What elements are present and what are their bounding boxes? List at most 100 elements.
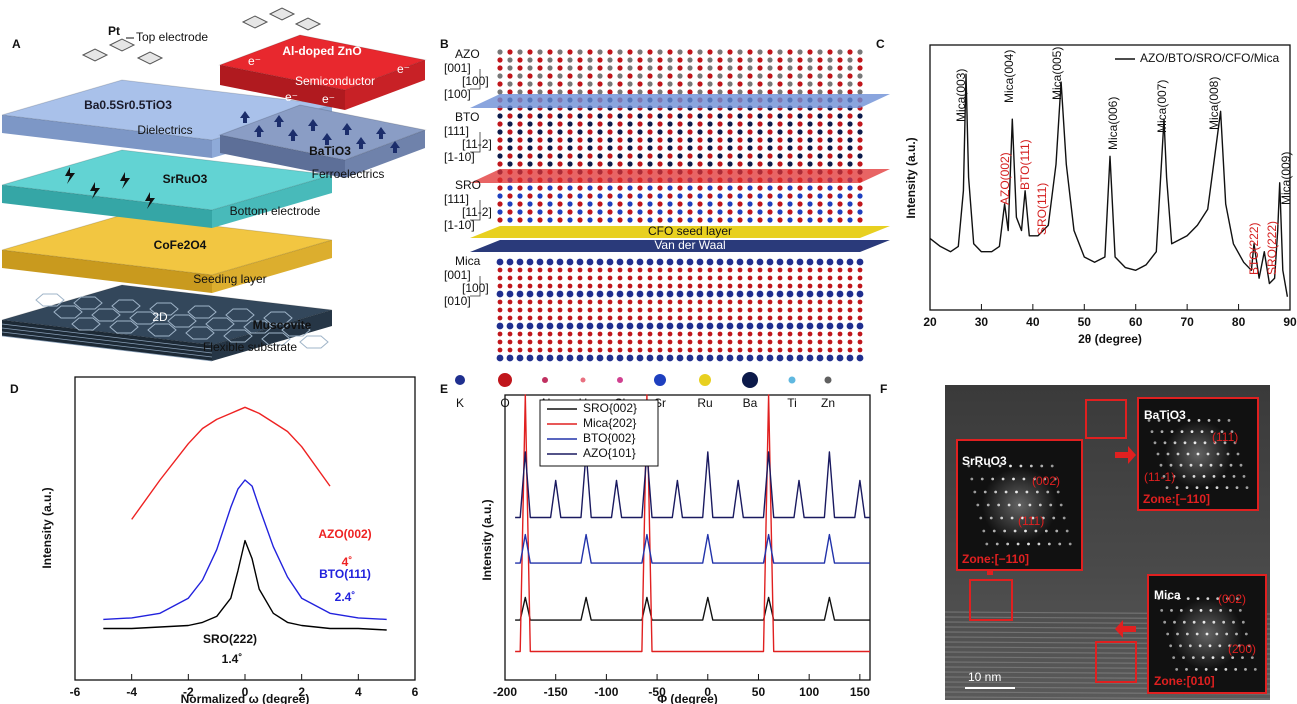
- atom: [657, 73, 663, 79]
- atom: [727, 307, 733, 313]
- atom: [847, 193, 853, 199]
- atom: [737, 331, 743, 337]
- atom: [757, 347, 763, 353]
- fft-spot: [1047, 542, 1051, 546]
- atom: [496, 290, 504, 298]
- atom: [637, 201, 643, 207]
- atom: [607, 81, 613, 87]
- atom: [807, 121, 813, 127]
- atom: [667, 339, 673, 345]
- atom: [547, 153, 553, 159]
- atom: [597, 193, 603, 199]
- fft-spot: [970, 477, 974, 481]
- atom: [727, 49, 733, 55]
- atom: [667, 347, 673, 353]
- fft-spot: [1159, 463, 1163, 467]
- atom: [667, 201, 673, 207]
- atom: [687, 65, 693, 71]
- atom: [787, 283, 793, 289]
- atom: [857, 153, 863, 159]
- atom: [747, 339, 753, 345]
- atom: [627, 307, 633, 313]
- hexagon: [223, 329, 253, 343]
- atom: [577, 129, 583, 135]
- atom: [617, 113, 623, 119]
- atom: [497, 307, 503, 313]
- atom: [687, 283, 693, 289]
- atom: [547, 267, 553, 273]
- atom: [537, 89, 543, 95]
- atom: [527, 201, 533, 207]
- atom: [757, 339, 763, 345]
- atom: [537, 283, 543, 289]
- atom: [707, 201, 713, 207]
- fft-spot: [1038, 503, 1042, 507]
- atom: [767, 217, 773, 223]
- atom: [697, 209, 703, 215]
- fft-spot: [1216, 597, 1220, 600]
- atom: [646, 290, 654, 298]
- fft-spot: [1244, 668, 1247, 671]
- atom: [557, 137, 563, 143]
- fft-spot: [1007, 503, 1011, 507]
- atom: [556, 322, 564, 330]
- layer-side: [212, 310, 332, 361]
- label: Ba0.5Sr0.5TiO3: [84, 98, 172, 112]
- atom: [597, 299, 603, 305]
- atom: [677, 347, 683, 353]
- plot-frame: [504, 394, 871, 681]
- atom: [757, 113, 763, 119]
- atom: [557, 65, 563, 71]
- atom: [527, 73, 533, 79]
- annotation: Mica(009): [1279, 152, 1293, 205]
- atom: [787, 331, 793, 337]
- atom: [777, 73, 783, 79]
- atom: [527, 57, 533, 63]
- label: Flexible substrate: [203, 340, 297, 354]
- atom: [527, 283, 533, 289]
- atom: [757, 283, 763, 289]
- atom: [777, 113, 783, 119]
- atom: [847, 49, 853, 55]
- atom: [657, 137, 663, 143]
- atom: [687, 193, 693, 199]
- atom: [717, 113, 723, 119]
- atom: [576, 354, 584, 362]
- atom: [807, 275, 813, 281]
- atom: [627, 129, 633, 135]
- atom: [687, 201, 693, 207]
- atom: [597, 113, 603, 119]
- atom: [507, 89, 513, 95]
- label: Zone:[−110]: [962, 552, 1029, 566]
- atom: [567, 299, 573, 305]
- fft-spot: [1177, 419, 1181, 422]
- atom: [707, 145, 713, 151]
- atom: [517, 137, 523, 143]
- atom: [776, 354, 784, 362]
- atom: [677, 339, 683, 345]
- atom: [537, 185, 543, 191]
- atom: [627, 161, 633, 167]
- atom: [567, 49, 573, 55]
- atom: [806, 322, 814, 330]
- fft-spot: [1220, 430, 1224, 433]
- atom: [587, 113, 593, 119]
- fft-spot: [1241, 620, 1245, 624]
- atom: [737, 161, 743, 167]
- axis-glyph: [470, 132, 481, 153]
- atom: [727, 145, 733, 151]
- atom: [797, 267, 803, 273]
- atom: [497, 315, 503, 321]
- atom: [547, 275, 553, 281]
- atom: [707, 339, 713, 345]
- atom: [677, 121, 683, 127]
- atom: [807, 339, 813, 345]
- atom: [777, 339, 783, 345]
- fft-spot: [1229, 463, 1233, 467]
- atom: [577, 267, 583, 273]
- atom: [827, 89, 833, 95]
- fft-spot: [1185, 486, 1189, 489]
- atom: [747, 129, 753, 135]
- bolt: [120, 172, 130, 189]
- atom: [527, 153, 533, 159]
